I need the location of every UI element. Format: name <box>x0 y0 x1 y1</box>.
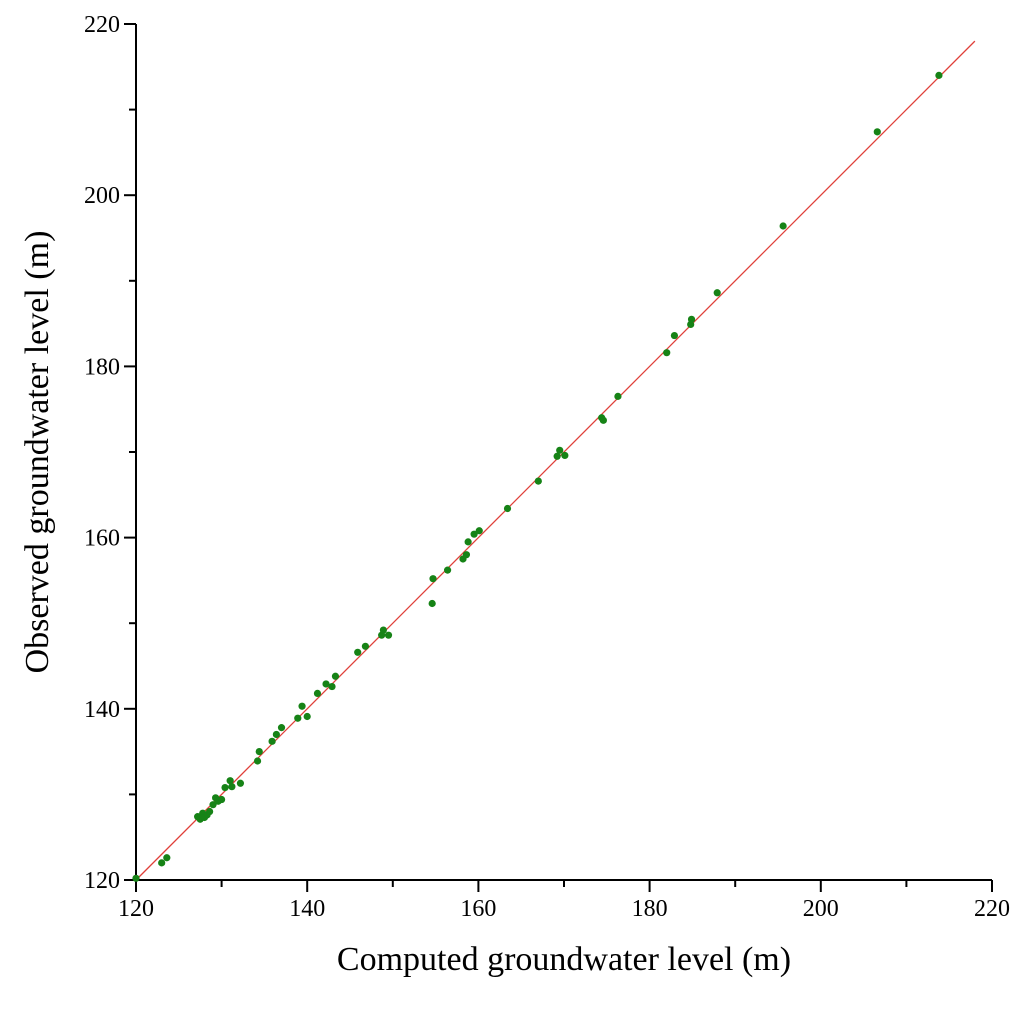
data-point <box>255 748 263 756</box>
data-point <box>556 446 564 454</box>
data-point <box>599 416 607 424</box>
data-point <box>428 599 436 608</box>
y-tick-label: 180 <box>84 354 120 380</box>
data-point <box>313 689 322 697</box>
data-point <box>429 575 437 583</box>
y-tick-label: 120 <box>84 868 120 894</box>
x-axis-title: Computed groundwater level (m) <box>337 941 791 978</box>
data-point <box>935 71 943 79</box>
y-tick-label: 220 <box>84 12 120 38</box>
data-point <box>277 724 286 732</box>
data-point <box>475 527 483 535</box>
data-point <box>470 530 478 538</box>
y-tick-label: 140 <box>84 697 120 723</box>
data-point <box>361 642 370 650</box>
reference-line-1to1 <box>135 40 976 881</box>
data-point <box>553 452 561 460</box>
data-point <box>873 128 881 136</box>
data-point <box>303 712 311 721</box>
data-point <box>226 777 234 785</box>
x-tick-label: 140 <box>289 896 325 922</box>
data-point <box>163 854 171 862</box>
data-point <box>209 801 217 809</box>
x-tick-label: 200 <box>803 896 839 922</box>
data-points <box>132 71 943 882</box>
data-point <box>221 783 229 792</box>
data-point <box>294 714 302 722</box>
tick-labels: 120 140 160 180 200 220 120 140 160 180 200 220 <box>84 12 1010 922</box>
data-point <box>354 648 362 656</box>
y-tick-label: 200 <box>84 183 120 209</box>
data-point <box>503 504 512 513</box>
data-point <box>298 702 306 710</box>
data-point <box>206 807 214 816</box>
y-axis-title: Observed groundwater level (m) <box>19 231 56 674</box>
data-point <box>462 551 471 559</box>
data-point <box>779 222 787 230</box>
data-point <box>158 859 166 867</box>
data-point <box>534 477 542 485</box>
data-point <box>272 730 280 739</box>
data-point <box>228 783 236 791</box>
data-point <box>687 315 696 323</box>
axis-ticks <box>124 23 993 892</box>
data-point <box>614 392 622 400</box>
data-point <box>322 680 330 688</box>
x-tick-label: 160 <box>460 896 496 922</box>
data-point <box>713 289 721 297</box>
data-point <box>268 737 276 745</box>
data-point <box>561 451 569 460</box>
data-point <box>328 682 336 691</box>
x-tick-label: 180 <box>632 896 668 922</box>
data-point <box>253 757 262 765</box>
data-point <box>132 874 140 882</box>
x-tick-label: 120 <box>118 896 154 922</box>
data-point <box>670 331 679 340</box>
data-point <box>236 779 245 787</box>
data-point <box>331 672 340 680</box>
y-tick-label: 160 <box>84 526 120 552</box>
data-point <box>464 538 472 546</box>
data-point <box>384 631 393 639</box>
x-tick-label: 220 <box>974 896 1010 922</box>
data-point <box>663 349 671 357</box>
data-point <box>218 795 226 804</box>
data-point <box>379 626 387 634</box>
data-point <box>443 566 452 574</box>
